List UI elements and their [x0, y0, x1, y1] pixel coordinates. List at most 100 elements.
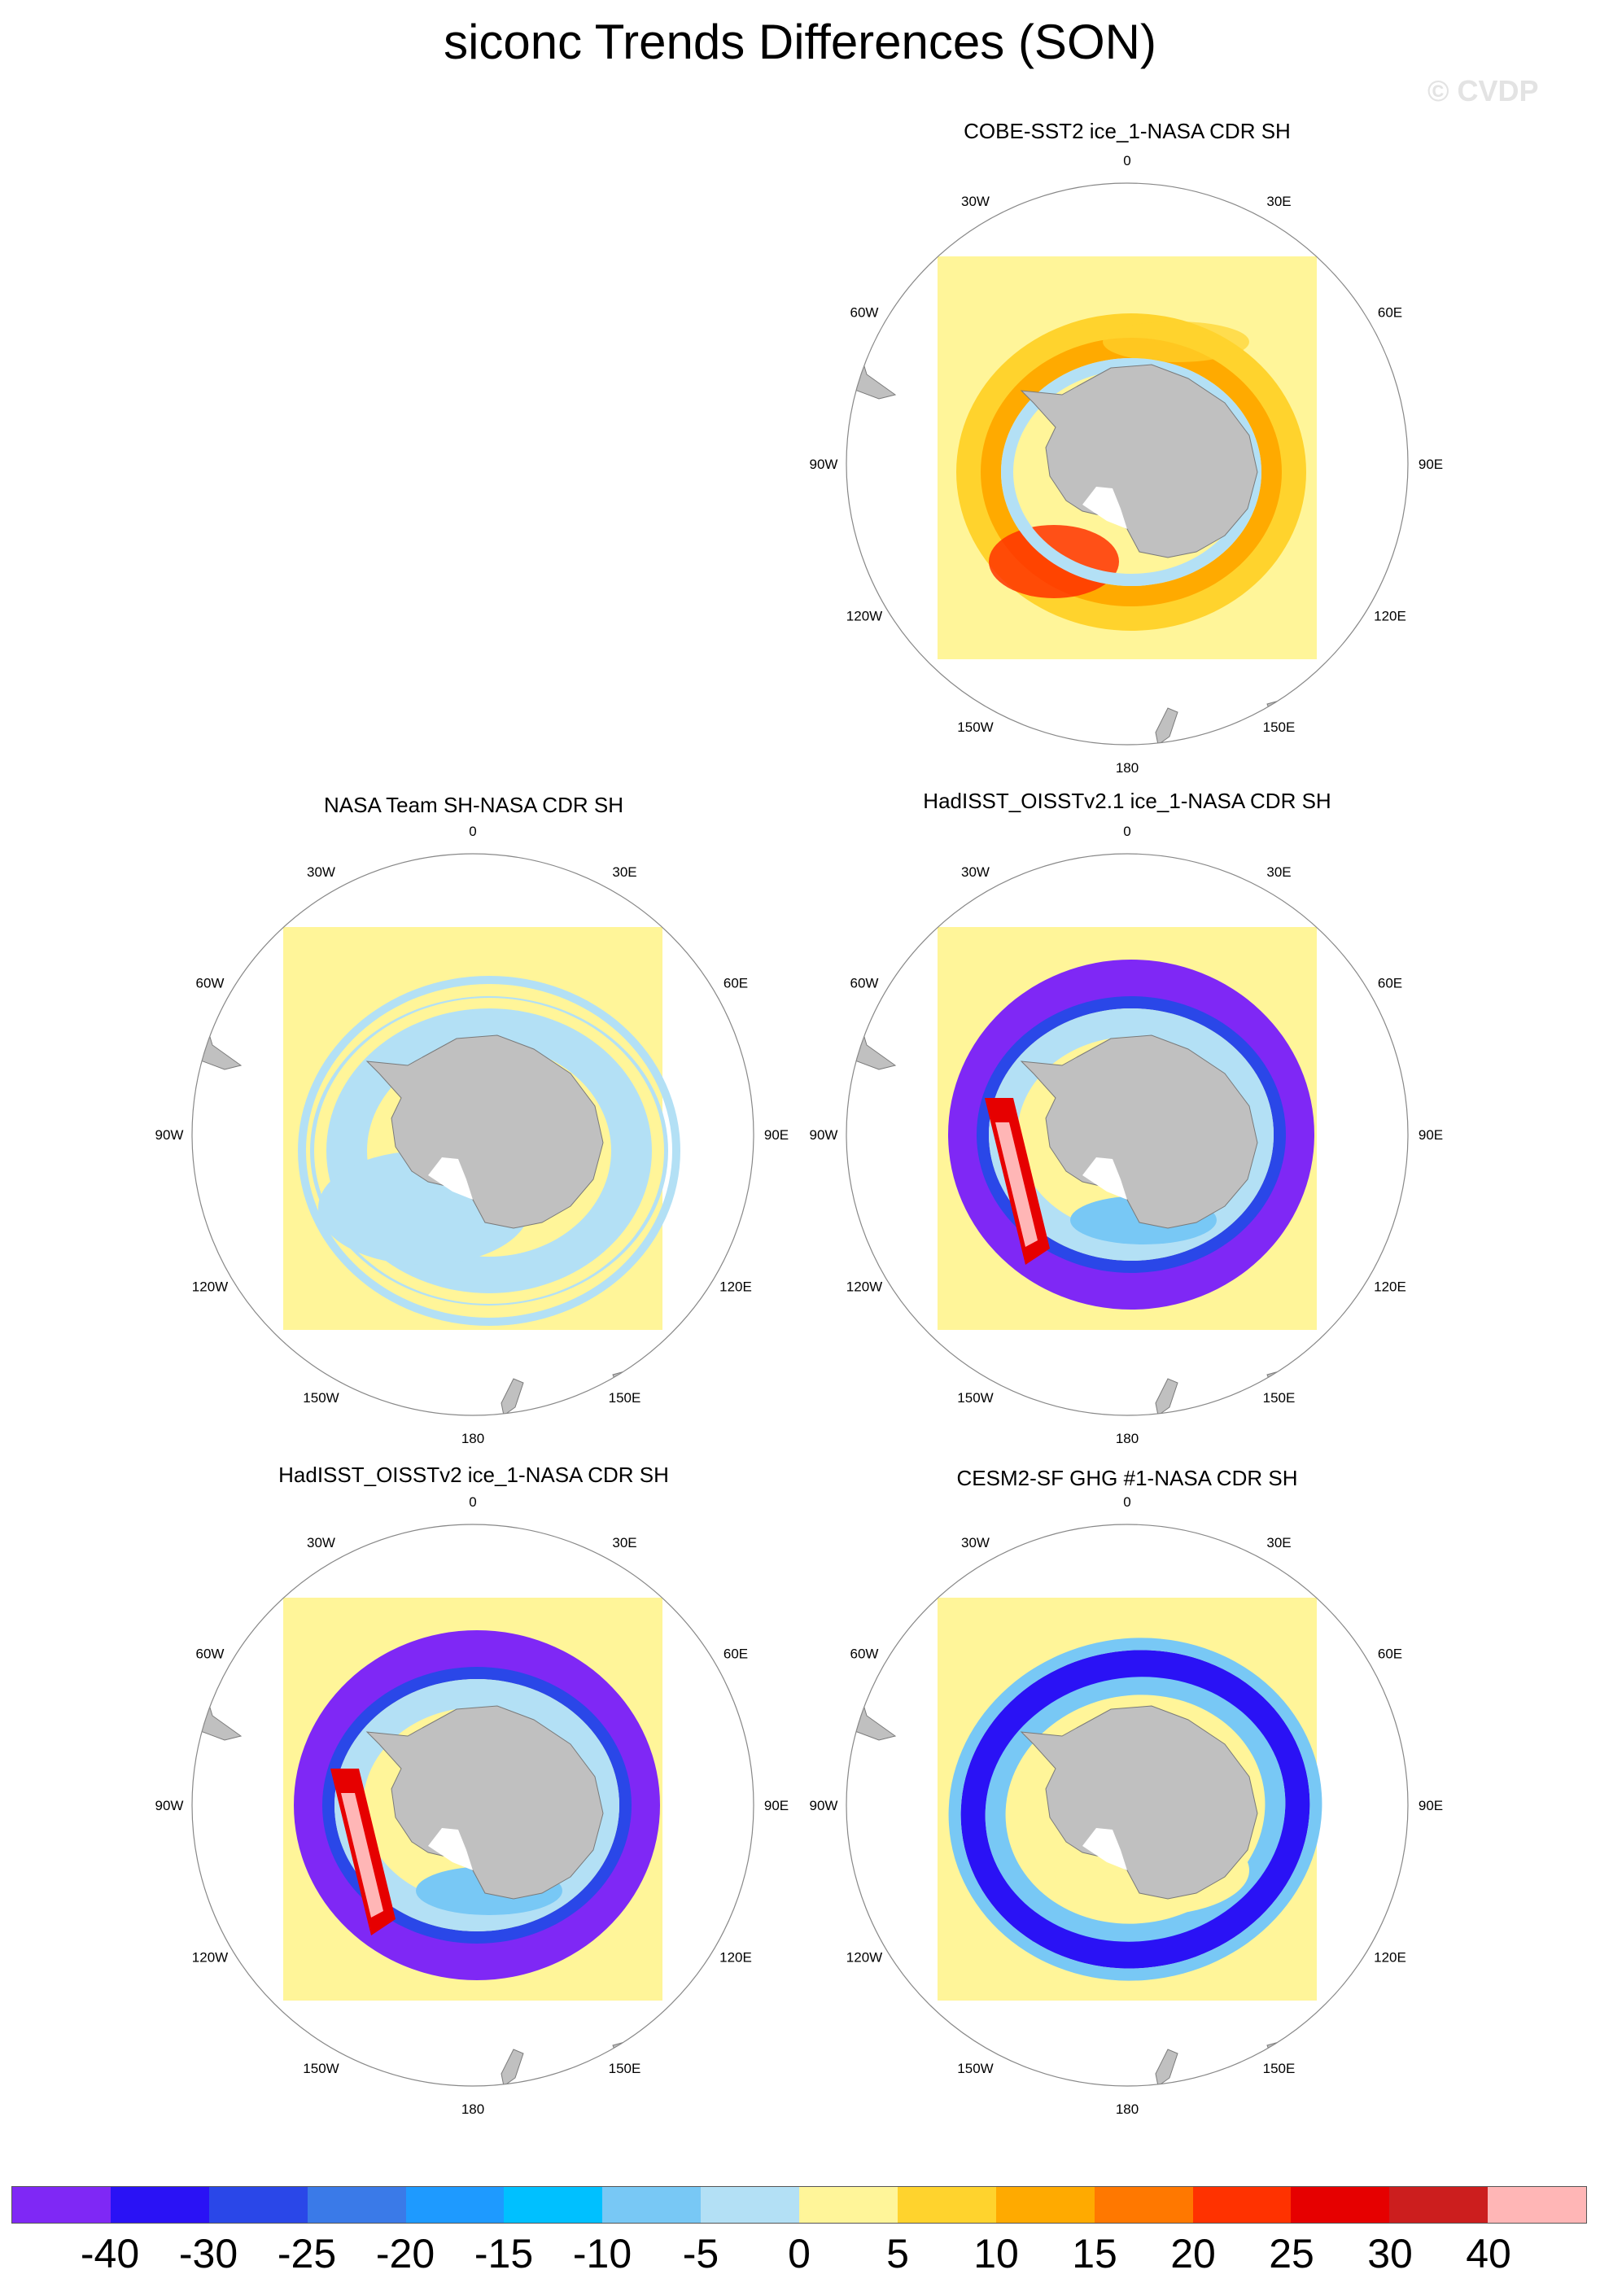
- new-zealand-landmass: [501, 2049, 524, 2086]
- degree-label: 120E: [719, 1950, 752, 1966]
- colorbar-label: 5: [886, 2231, 909, 2276]
- degree-label: 30E: [1266, 194, 1291, 209]
- colorbar-label: 40: [1466, 2231, 1511, 2276]
- new-zealand-landmass: [1155, 2049, 1178, 2086]
- degree-label: 90W: [810, 1798, 838, 1813]
- degree-label: 120W: [192, 1279, 228, 1295]
- map-panel-hadisst-v21: 0 30E 60E 90E 120E 150E 180 150W 120W 90W 60W 30W: [810, 824, 1444, 1446]
- degree-label: 120W: [192, 1950, 228, 1966]
- watermark: © CVDP: [1427, 74, 1539, 107]
- degree-label: 30W: [961, 1535, 990, 1550]
- degree-label: 90W: [810, 457, 838, 472]
- map-boundary: [846, 853, 1409, 1416]
- colorbar-label: -20: [375, 2231, 435, 2276]
- colorbar-label: 15: [1072, 2231, 1117, 2276]
- degree-label: 60E: [1378, 305, 1402, 321]
- south-america-landmass: [846, 325, 897, 400]
- colorbar-label: -25: [277, 2231, 337, 2276]
- colorbar-label: -5: [682, 2231, 719, 2276]
- degree-label: 90W: [155, 1798, 184, 1813]
- degree-label: 60W: [850, 305, 879, 321]
- colorbar-label: -30: [178, 2231, 238, 2276]
- degree-label: 30W: [961, 864, 990, 880]
- degree-label: 60E: [1378, 1647, 1402, 1662]
- colorbar-label: 25: [1269, 2231, 1314, 2276]
- degree-label: 150W: [957, 1390, 993, 1406]
- antarctica-landmass: [1020, 1705, 1258, 1900]
- map-panel-cobe: 0 30E 60E 90E 120E 150E 180 150W 120W 90W 60W 30W: [810, 153, 1444, 776]
- degree-label: 90E: [764, 1798, 789, 1813]
- degree-label: 150E: [1263, 719, 1296, 735]
- new-zealand-landmass: [501, 1378, 524, 1415]
- degree-label: 90W: [810, 1127, 838, 1143]
- degree-label: 30W: [307, 864, 335, 880]
- colorbar-swatch: [1094, 2187, 1193, 2223]
- degree-label: 180: [461, 1431, 484, 1446]
- degree-label: 60W: [196, 1647, 225, 1662]
- colorbar-swatch: [799, 2187, 898, 2223]
- degree-label: 90W: [155, 1127, 184, 1143]
- degree-label: 30E: [1266, 864, 1291, 880]
- figure-title: siconc Trends Differences (SON): [444, 15, 1156, 69]
- south-america-landmass: [846, 995, 897, 1070]
- degree-label: 150W: [957, 719, 993, 735]
- colorbar-swatch: [110, 2187, 209, 2223]
- panel-title-cesm2: CESM2-SF GHG #1-NASA CDR SH: [956, 1466, 1298, 1490]
- colorbar-label: -15: [474, 2231, 534, 2276]
- colorbar-swatch: [208, 2187, 308, 2223]
- colorbar-swatch: [701, 2187, 799, 2223]
- colorbar-swatch: [602, 2187, 702, 2223]
- degree-label: 180: [1116, 1431, 1139, 1446]
- degree-label: 90E: [764, 1127, 789, 1143]
- colorbar-swatch: [1488, 2187, 1586, 2223]
- panel-title-cobe: COBE-SST2 ice_1-NASA CDR SH: [964, 119, 1291, 143]
- degree-label: 150W: [303, 1390, 339, 1406]
- panel-title-hadisst-v21: HadISST_OISSTv2.1 ice_1-NASA CDR SH: [923, 789, 1331, 813]
- degree-label: 120E: [1374, 1279, 1406, 1295]
- degree-label: 150E: [1263, 2061, 1296, 2076]
- degree-label: 30W: [961, 194, 990, 209]
- degree-label: 120W: [846, 1279, 882, 1295]
- degree-label: 150E: [609, 1390, 641, 1406]
- degree-label: 60E: [723, 1647, 748, 1662]
- colorbar-label: -10: [572, 2231, 632, 2276]
- degree-label: 0: [1123, 153, 1130, 168]
- colorbar-label: 0: [788, 2231, 811, 2276]
- antarctica-landmass: [365, 1034, 604, 1229]
- degree-label: 0: [469, 1494, 476, 1510]
- degree-label: 90E: [1419, 1127, 1443, 1143]
- degree-label: 180: [461, 2101, 484, 2117]
- degree-label: 120W: [846, 1950, 882, 1966]
- map-boundary: [191, 853, 754, 1416]
- degree-label: 60E: [1378, 976, 1402, 991]
- colorbar-swatch: [995, 2187, 1095, 2223]
- degree-label: 0: [1123, 1494, 1130, 1510]
- degree-label: 150E: [1263, 1390, 1296, 1406]
- degree-label: 150W: [303, 2061, 339, 2076]
- colorbar-swatch: [504, 2187, 603, 2223]
- panel-title-nasa-team: NASA Team SH-NASA CDR SH: [324, 793, 623, 817]
- map-panel-cesm2: 0 30E 60E 90E 120E 150E 180 150W 120W 90W 60W 30W: [810, 1494, 1444, 2117]
- degree-label: 30E: [612, 864, 636, 880]
- colorbar-label: 30: [1367, 2231, 1413, 2276]
- colorbar-swatch: [1389, 2187, 1489, 2223]
- colorbar-label: -40: [80, 2231, 140, 2276]
- degree-label: 150E: [609, 2061, 641, 2076]
- map-panel-nasa-team: 0 30E 60E 90E 120E 150E 180 150W 120W 90W 60W 30W: [155, 824, 789, 1446]
- antarctica-landmass: [1020, 1034, 1258, 1229]
- map-panel-hadisst-v2: 0 30E 60E 90E 120E 150E 180 150W 120W 90W 60W 30W: [155, 1494, 789, 2117]
- south-america-landmass: [192, 995, 243, 1070]
- degree-label: 0: [1123, 824, 1130, 839]
- degree-label: 30E: [1266, 1535, 1291, 1550]
- degree-label: 30W: [307, 1535, 335, 1550]
- colorbar: [11, 2186, 1587, 2224]
- degree-label: 30E: [612, 1535, 636, 1550]
- degree-label: 180: [1116, 2101, 1139, 2117]
- colorbar-swatch: [1192, 2187, 1292, 2223]
- degree-label: 60W: [850, 1647, 879, 1662]
- degree-label: 120E: [1374, 609, 1406, 624]
- new-zealand-landmass: [1155, 707, 1178, 745]
- degree-label: 120W: [846, 609, 882, 624]
- degree-label: 90E: [1419, 1798, 1443, 1813]
- map-boundary: [846, 182, 1409, 746]
